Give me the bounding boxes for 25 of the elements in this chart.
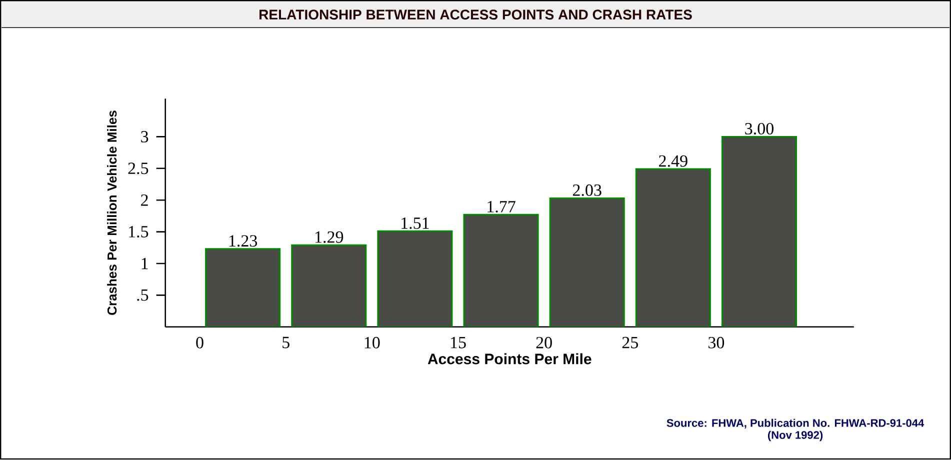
data-label: 1.77: [488, 201, 516, 213]
x-tick-label: 30: [708, 337, 724, 349]
x-tick-label: 10: [364, 337, 380, 349]
y-tick-label: 2: [141, 194, 148, 206]
chart-title: RELATIONSHIP BETWEEN ACCESS POINTS AND CRASH RATES: [260, 10, 692, 20]
x-tick-label: 15: [450, 337, 466, 349]
x-tick-label: 25: [622, 337, 638, 349]
x-tick-label: 5: [282, 337, 290, 348]
x-tick-label: 0: [196, 337, 204, 349]
y-tick-label: 1.5: [129, 226, 148, 238]
data-label: 2.03: [572, 184, 602, 196]
data-label: 1.51: [402, 218, 429, 230]
data-label: 1.23: [229, 235, 258, 247]
data-label: 2.49: [659, 156, 688, 168]
y-axis-title: Crashes Per Million Vehicle Miles: [107, 110, 117, 316]
x-tick-label: 20: [536, 337, 552, 349]
source-note: Source: FHWA, Publication No. FHWA-RD-91-044: [666, 419, 924, 429]
data-label: 1.29: [315, 232, 344, 244]
y-tick-label: 2.5: [128, 162, 148, 174]
x-axis-title: Access Points Per Mile: [428, 353, 592, 364]
y-tick-label: 1: [142, 258, 148, 270]
y-tick-label: .5: [137, 290, 148, 302]
text: (Nov 1992): [768, 431, 823, 442]
y-tick-label: 3: [141, 131, 148, 143]
data-label: 3.00: [745, 123, 774, 135]
